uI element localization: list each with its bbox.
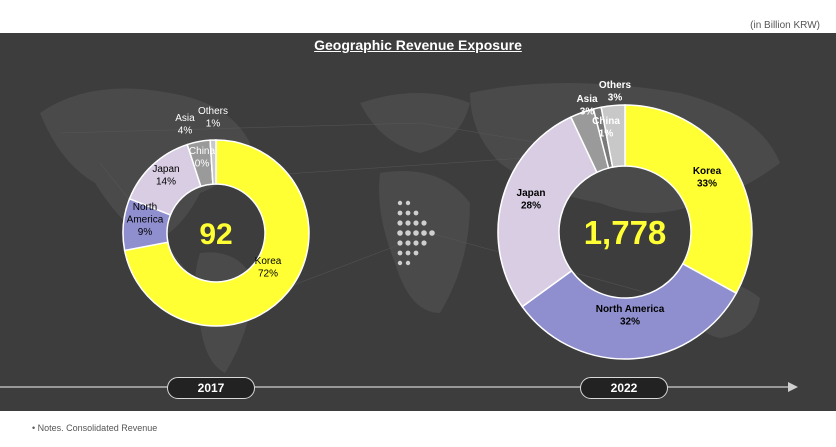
slice-label-korea: Korea 72% [255,256,282,280]
donut-chart-2022: 1,778 Korea 33% North America 32% Japan 28% Asi… [497,80,753,360]
slice-label-north_america: North America 9% [127,202,164,238]
donut-chart-2017: 92 Korea 72% North America 9% Japan 14% Asia 4% Ch… [122,106,310,327]
total-value: 92 [199,218,232,251]
slice-label-korea: Korea 33% [693,166,722,190]
slice-korea [123,139,310,327]
slice-others [600,104,626,169]
slice-label-north_america: North America 32% [596,304,665,328]
timeline-arrowhead [788,382,798,392]
unit-note: (in Billion KRW) [750,20,820,31]
dotted-arrow-ornament [397,200,435,266]
slice-label-others: Others 1% [198,106,228,130]
year-badge-2017: 2017 [167,377,255,399]
slice-korea [624,104,753,295]
slice-label-others: Others 3% [599,80,632,104]
total-value: 1,778 [584,214,667,251]
chart-title: Geographic Revenue Exposure [314,37,522,53]
slice-label-asia: Asia 3% [576,94,598,118]
slice-others [209,139,217,185]
footnote: • Notes. Consolidated Revenue [32,423,158,433]
slice-label-china: China 0% [189,146,216,170]
slice-japan [497,116,598,308]
slice-label-china: China 1% [592,116,620,140]
slice-label-japan: Japan 14% [152,164,179,188]
slice-label-japan: Japan 28% [517,188,546,212]
slice-north_america [521,262,738,360]
slice-label-asia: Asia 4% [175,113,195,137]
year-badge-2022: 2022 [580,377,668,399]
